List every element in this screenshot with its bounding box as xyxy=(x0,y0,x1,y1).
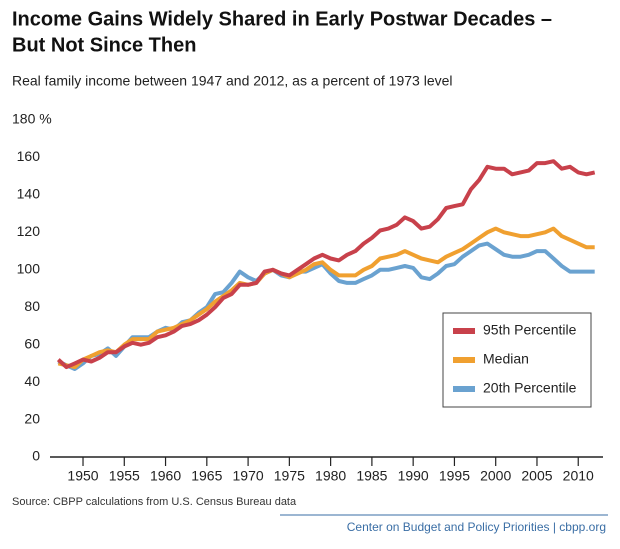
x-tick-label: 1970 xyxy=(233,468,264,484)
x-tick-label: 2010 xyxy=(563,468,594,484)
x-tick-label: 1950 xyxy=(67,468,98,484)
legend-label: 95th Percentile xyxy=(483,322,577,338)
y-tick-label: 60 xyxy=(24,335,40,351)
chart-title: Income Gains Widely Shared in Early Post… xyxy=(12,8,552,30)
y-tick-label: 120 xyxy=(17,223,41,239)
chart-subtitle: Real family income between 1947 and 2012… xyxy=(12,73,453,89)
y-tick-label: 160 xyxy=(17,148,41,164)
y-tick-label: 0 xyxy=(32,448,40,464)
x-tick-label: 1975 xyxy=(274,468,305,484)
source: Source: CBPP calculations from U.S. Cens… xyxy=(12,496,297,508)
x-tick-label: 1995 xyxy=(439,468,470,484)
series-line xyxy=(56,159,596,370)
credit: Center on Budget and Policy Priorities |… xyxy=(347,520,606,534)
y-tick-label: 100 xyxy=(17,260,41,276)
x-tick-label: 1960 xyxy=(150,468,181,484)
x-tick-label: 1965 xyxy=(191,468,222,484)
y-tick-label: 40 xyxy=(24,373,40,389)
x-tick-label: 1955 xyxy=(109,468,140,484)
y-tick-label: 20 xyxy=(24,410,40,426)
legend-label: Median xyxy=(483,351,529,367)
x-tick-label: 1985 xyxy=(356,468,387,484)
x-tick-label: 1980 xyxy=(315,468,346,484)
chart-title: But Not Since Then xyxy=(12,34,196,56)
y-tick-label: 140 xyxy=(17,186,41,202)
legend-label: 20th Percentile xyxy=(483,380,577,396)
series-line xyxy=(57,226,595,370)
x-tick-label: 2005 xyxy=(521,468,552,484)
x-tick-label: 2000 xyxy=(480,468,511,484)
y-tick-label: 80 xyxy=(24,298,40,314)
y-tick-label: 180 % xyxy=(12,111,52,127)
x-tick-label: 1990 xyxy=(398,468,429,484)
